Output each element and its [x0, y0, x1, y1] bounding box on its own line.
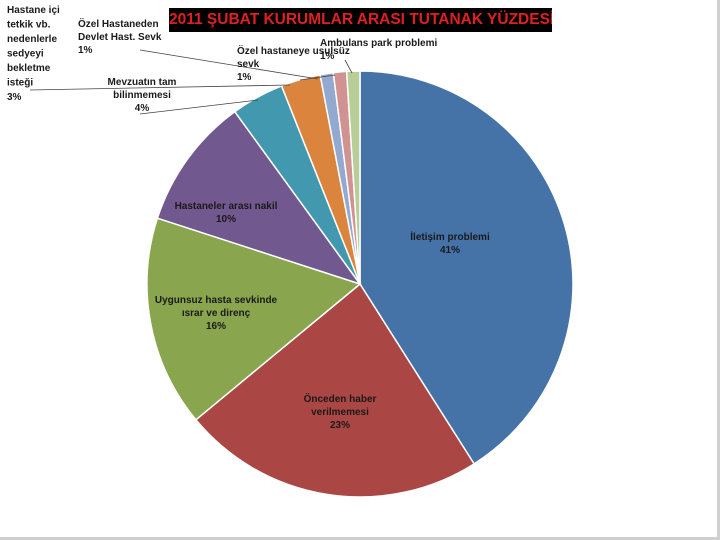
slice-label-4: Hastaneler arası nakil 10%	[175, 201, 278, 225]
slice-label-line: 1%	[320, 51, 335, 62]
slice-label-line: verilmemesi	[311, 407, 369, 418]
slice-label-line: Hastaneler arası nakil	[175, 201, 278, 212]
slice-label-line: tetkik vb.	[7, 20, 51, 31]
slice-label-line: Ambulans park problemi	[320, 38, 437, 49]
slice-label-line: 10%	[216, 214, 236, 225]
slice-label-line: Önceden haber	[304, 392, 377, 405]
pie-slice-2	[194, 282, 476, 498]
leader-line-9	[344, 59, 353, 74]
slice-label-line: 4%	[135, 103, 150, 114]
slice-label-6: Hastane içi tetkik vb. nedenlerle sedyeyi be…	[7, 5, 60, 103]
slice-label-line: 3%	[7, 92, 22, 103]
slice-label-line: 41%	[440, 245, 460, 256]
pie-slices	[146, 70, 574, 498]
leader-line-5	[139, 99, 259, 115]
pie-slice-9	[345, 70, 361, 285]
slice-label-line: ısrar ve direnç	[182, 308, 251, 319]
pie-slice-4	[156, 110, 362, 286]
slice-label-line: Mevzuatın tam	[108, 77, 177, 88]
slice-label-line: 1%	[237, 72, 252, 83]
chart-title: 2011 ŞUBAT KURUMLAR ARASI TUTANAK YÜZDES…	[169, 8, 552, 32]
slice-label-line: Hastane içi	[7, 5, 60, 16]
pie-slice-1	[359, 70, 574, 465]
slice-label-line: bilinmemesi	[113, 90, 171, 101]
slice-label-8: Özel hastaneye usulsüz sevk 1%	[237, 44, 350, 83]
slice-label-line: 16%	[206, 321, 226, 332]
slice-label-line: sevk	[237, 59, 260, 70]
slice-label-line: Özel Hastaneden	[78, 17, 159, 30]
slice-label-line: 1%	[78, 45, 93, 56]
slice-label-9: Ambulans park problemi 1%	[320, 38, 437, 62]
slice-label-line: sedyeyi	[7, 49, 44, 60]
leader-line-7	[139, 49, 319, 80]
slice-label-line: nedenlerle	[7, 34, 57, 45]
slice-label-1: İletişim problemi 41%	[410, 230, 490, 256]
slice-label-2: Önceden haber verilmemesi 23%	[304, 392, 377, 431]
slice-label-line: Özel hastaneye usulsüz	[237, 44, 350, 57]
leader-line-8	[299, 74, 336, 81]
pie-labels: İletişim problemi 41% Önceden haber verilme…	[7, 5, 490, 431]
slice-label-line: bekletme	[7, 63, 51, 74]
slice-label-line: Uygunsuz hasta sevkinde	[155, 295, 278, 306]
slice-label-line: Devlet Hast. Sevk	[78, 32, 162, 43]
slice-label-line: isteği	[7, 78, 33, 89]
slice-label-7: Özel Hastaneden Devlet Hast. Sevk 1%	[78, 17, 162, 56]
slice-label-3: Uygunsuz hasta sevkinde ısrar ve direnç 16…	[155, 295, 278, 332]
slice-label-line: 23%	[330, 420, 350, 431]
leader-line-6	[29, 84, 291, 91]
slice-label-5: Mevzuatın tam bilinmemesi 4%	[108, 77, 177, 114]
slice-label-line: İletişim problemi	[410, 230, 490, 243]
pie-slice-3	[146, 217, 362, 421]
